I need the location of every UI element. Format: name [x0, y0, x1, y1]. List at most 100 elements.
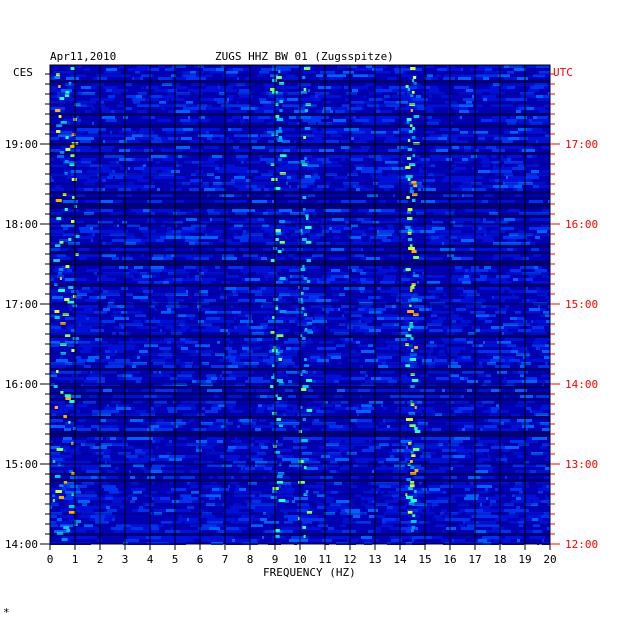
spectrogram-cell: [261, 305, 263, 308]
spectrogram-cell: [523, 257, 529, 260]
spectrogram-cell: [117, 530, 131, 533]
spectrogram-cell: [482, 185, 484, 188]
spectrogram-cell: [284, 521, 293, 524]
spectrogram-cell: [363, 491, 376, 494]
spectrogram-cell: [536, 95, 543, 98]
spectrogram-cell: [411, 209, 426, 212]
spectrogram-cell: [360, 137, 374, 140]
spectrogram-cell: [284, 485, 292, 488]
spectrogram-cell: [506, 176, 508, 179]
x-tick-label: 1: [72, 553, 79, 566]
spectrogram-cell: [381, 209, 395, 212]
spectrogram-cell: [79, 323, 81, 326]
spectrogram-cell: [161, 137, 168, 140]
spectrogram-cell: [130, 338, 132, 341]
spectrogram-cell: [236, 506, 250, 509]
feature-cell: [74, 520, 82, 523]
spectrogram-cell: [222, 182, 235, 185]
spectrogram-cell: [426, 500, 434, 503]
feature-cell: [302, 196, 307, 199]
feature-cell: [270, 259, 276, 262]
spectrogram-cell: [368, 326, 375, 329]
spectrogram-cell: [187, 71, 190, 74]
spectrogram-cell: [378, 269, 388, 272]
spectrogram-cell: [247, 194, 250, 197]
spectrogram-cell: [50, 395, 55, 398]
spectrogram-cell: [234, 236, 249, 239]
spectrogram-cell: [316, 233, 325, 236]
spectrogram-cell: [87, 179, 93, 182]
spectrogram-cell: [347, 452, 357, 455]
spectrogram-cell: [58, 134, 73, 137]
spectrogram-cell: [401, 491, 404, 494]
spectrogram-cell: [153, 422, 156, 425]
spectrogram-cell: [354, 182, 359, 185]
spectrogram-cell: [304, 179, 315, 182]
spectrogram-cell: [57, 338, 68, 341]
spectrogram-cell: [387, 425, 390, 428]
spectrogram-cell: [284, 188, 299, 191]
spectrogram-cell: [430, 86, 438, 89]
spectrogram-cell: [353, 464, 358, 467]
spectrogram-cell: [216, 539, 223, 542]
spectrogram-cell: [173, 86, 187, 89]
spectrogram-cell: [227, 344, 229, 347]
spectrogram-cell: [288, 122, 297, 125]
spectrogram-cell: [246, 185, 257, 188]
spectrogram-cell: [166, 305, 173, 308]
spectrogram-cell: [420, 230, 435, 233]
spectrogram-cell: [465, 488, 470, 491]
spectrogram-cell: [503, 323, 518, 326]
spectrogram-cell: [271, 269, 281, 272]
spectrogram-cell: [360, 278, 366, 281]
spectrogram-cell: [466, 101, 472, 104]
spectrogram-cell: [157, 455, 159, 458]
feature-cell: [410, 286, 415, 289]
spectrogram-cell: [113, 230, 128, 233]
spectrogram-cell: [301, 518, 313, 521]
spectrogram-cell: [331, 287, 340, 290]
spectrogram-cell: [208, 107, 220, 110]
spectrogram-cell: [102, 179, 106, 182]
spectrogram-cell: [518, 164, 524, 167]
spectrogram-cell: [440, 299, 453, 302]
spectrogram-cell: [282, 104, 286, 107]
spectrogram-cell: [150, 269, 162, 272]
spectrogram-cell: [392, 233, 397, 236]
spectrogram-cell: [489, 74, 494, 77]
spectrogram-cell: [223, 458, 238, 461]
spectrogram-cell: [448, 317, 463, 320]
spectrogram-cell: [234, 404, 236, 407]
spectrogram-cell: [163, 281, 169, 284]
spectrogram-cell: [69, 470, 73, 473]
spectrogram-cell: [419, 521, 426, 524]
spectrogram-cell: [369, 440, 372, 443]
spectrogram-cell: [457, 140, 468, 143]
spectrogram-cell: [274, 137, 282, 140]
spectrogram-cell: [69, 308, 72, 311]
spectrogram-cell: [528, 311, 540, 314]
spectrogram-cell: [222, 437, 224, 440]
spectrogram-cell: [340, 524, 346, 527]
spectrogram-cell: [169, 482, 173, 485]
spectrogram-cell: [203, 68, 216, 71]
spectrogram-cell: [350, 476, 359, 479]
spectrogram-cell: [537, 230, 547, 233]
left-tick-label: 14:00: [5, 538, 38, 551]
spectrogram-cell: [321, 488, 323, 491]
spectrogram-cell: [331, 86, 342, 89]
spectrogram-cell: [116, 437, 125, 440]
spectrogram-cell: [89, 374, 102, 377]
spectrogram-cell: [230, 248, 235, 251]
spectrogram-cell: [221, 104, 236, 107]
spectrogram-cell: [219, 497, 221, 500]
spectrogram-cell: [517, 77, 528, 80]
spectrogram-cell: [213, 515, 215, 518]
feature-cell: [410, 385, 415, 388]
spectrogram-cell: [435, 296, 439, 299]
spectrogram-cell: [144, 167, 151, 170]
spectrogram-cell: [293, 86, 305, 89]
spectrogram-cell: [491, 407, 500, 410]
spectrogram-cell: [532, 326, 544, 329]
